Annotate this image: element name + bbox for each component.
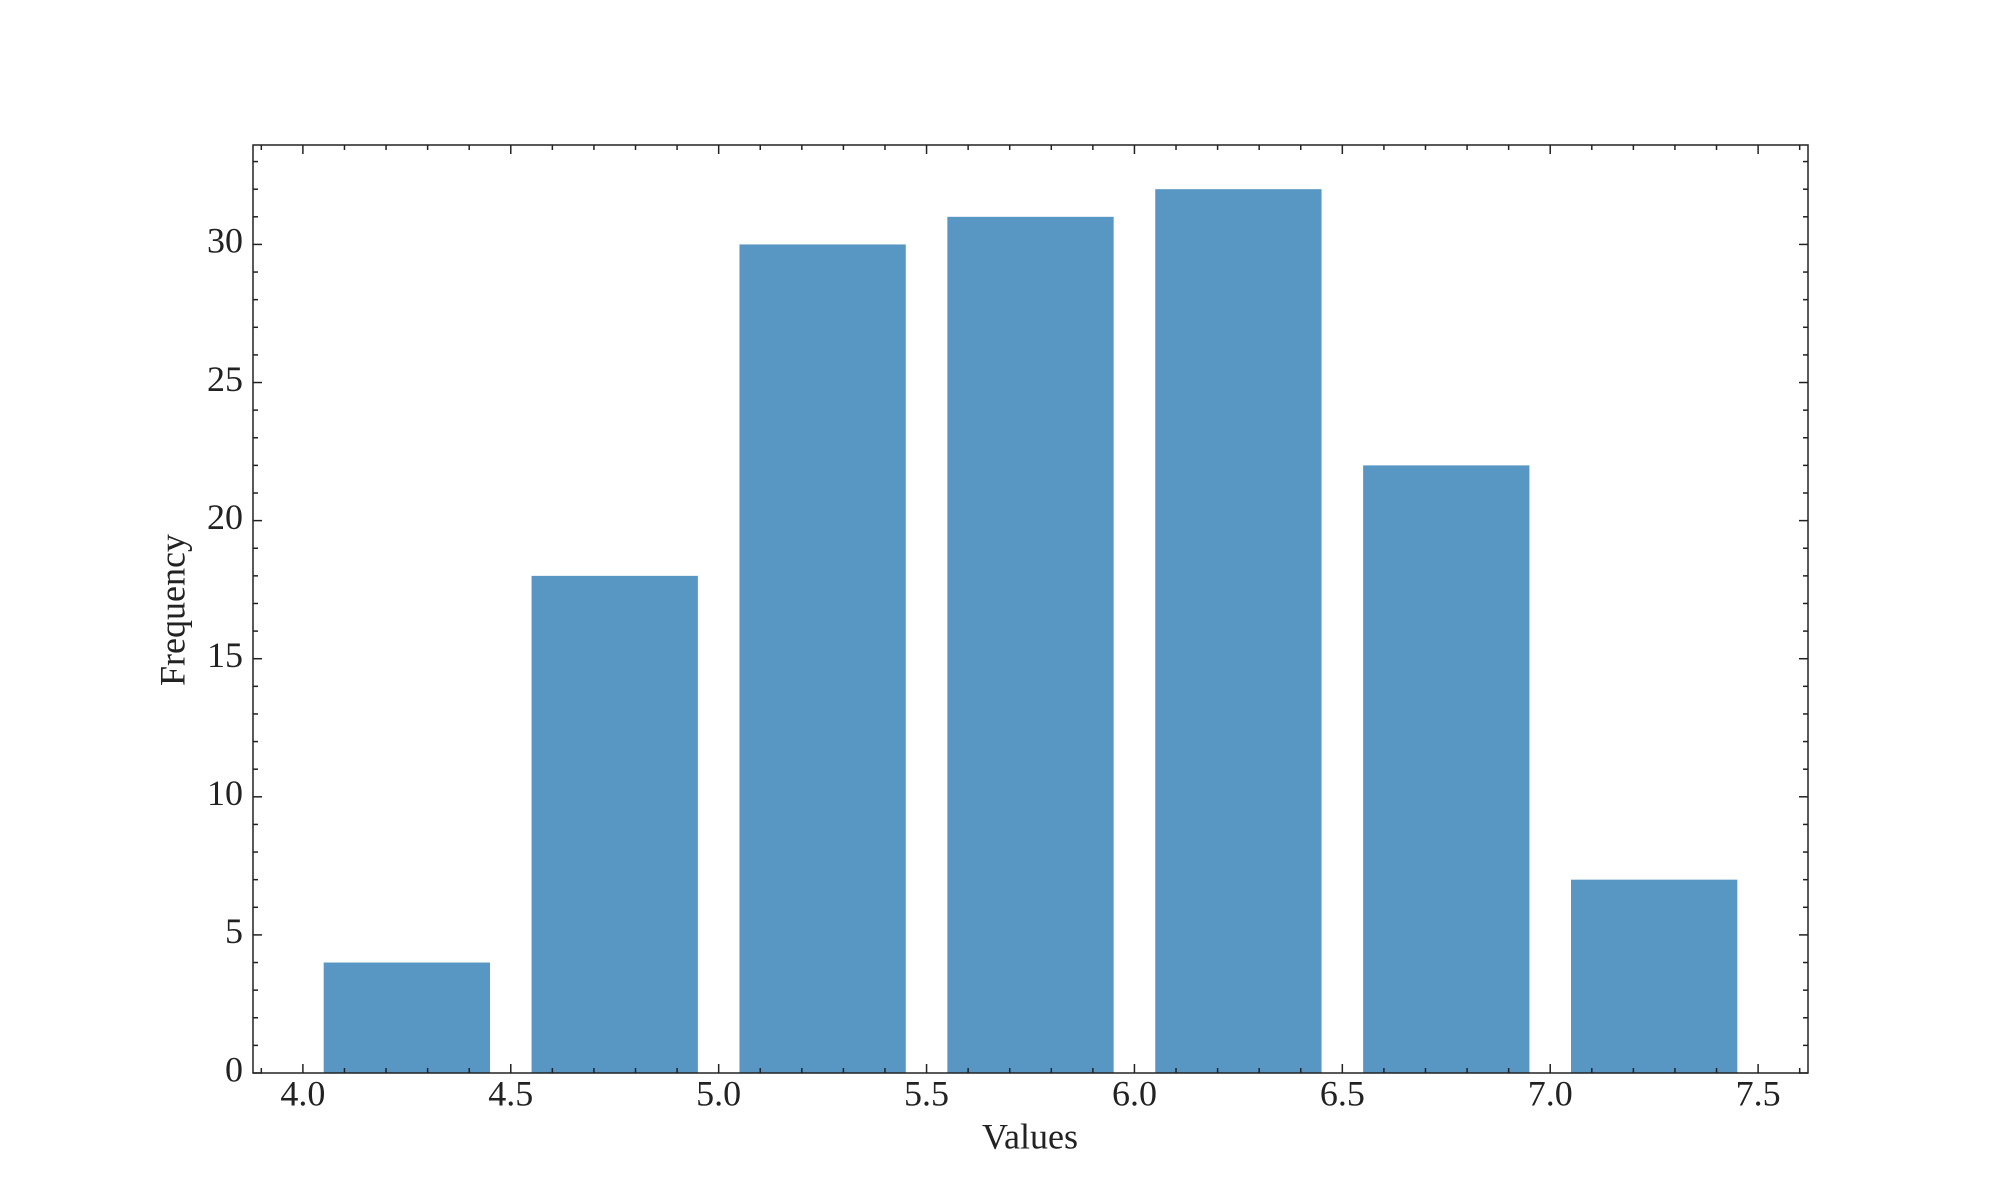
bar xyxy=(1155,189,1322,1073)
y-tick-label: 20 xyxy=(207,497,243,537)
y-tick-label: 10 xyxy=(207,773,243,813)
x-tick-label: 7.0 xyxy=(1528,1073,1573,1113)
x-tick-label: 6.5 xyxy=(1320,1073,1365,1113)
x-tick-label: 4.5 xyxy=(488,1073,533,1113)
x-tick-label: 7.5 xyxy=(1736,1073,1781,1113)
x-tick-label: 4.0 xyxy=(280,1073,325,1113)
x-tick-label: 6.0 xyxy=(1112,1073,1157,1113)
bar xyxy=(531,575,698,1073)
bar xyxy=(1363,465,1530,1073)
plot-frame xyxy=(252,144,1809,1074)
x-tick-label: 5.0 xyxy=(696,1073,741,1113)
bar xyxy=(1571,879,1738,1073)
y-tick-label: 25 xyxy=(207,359,243,399)
y-tick-label: 5 xyxy=(225,911,243,951)
bar xyxy=(947,216,1114,1074)
y-tick-label: 30 xyxy=(207,221,243,261)
y-tick-label: 15 xyxy=(207,635,243,675)
y-tick-label: 0 xyxy=(225,1049,243,1089)
y-axis-label: Frequency xyxy=(152,534,192,686)
bar xyxy=(323,962,490,1073)
x-tick-label: 5.5 xyxy=(904,1073,949,1113)
bar xyxy=(739,244,906,1073)
x-axis-label: Values xyxy=(982,1116,1078,1156)
